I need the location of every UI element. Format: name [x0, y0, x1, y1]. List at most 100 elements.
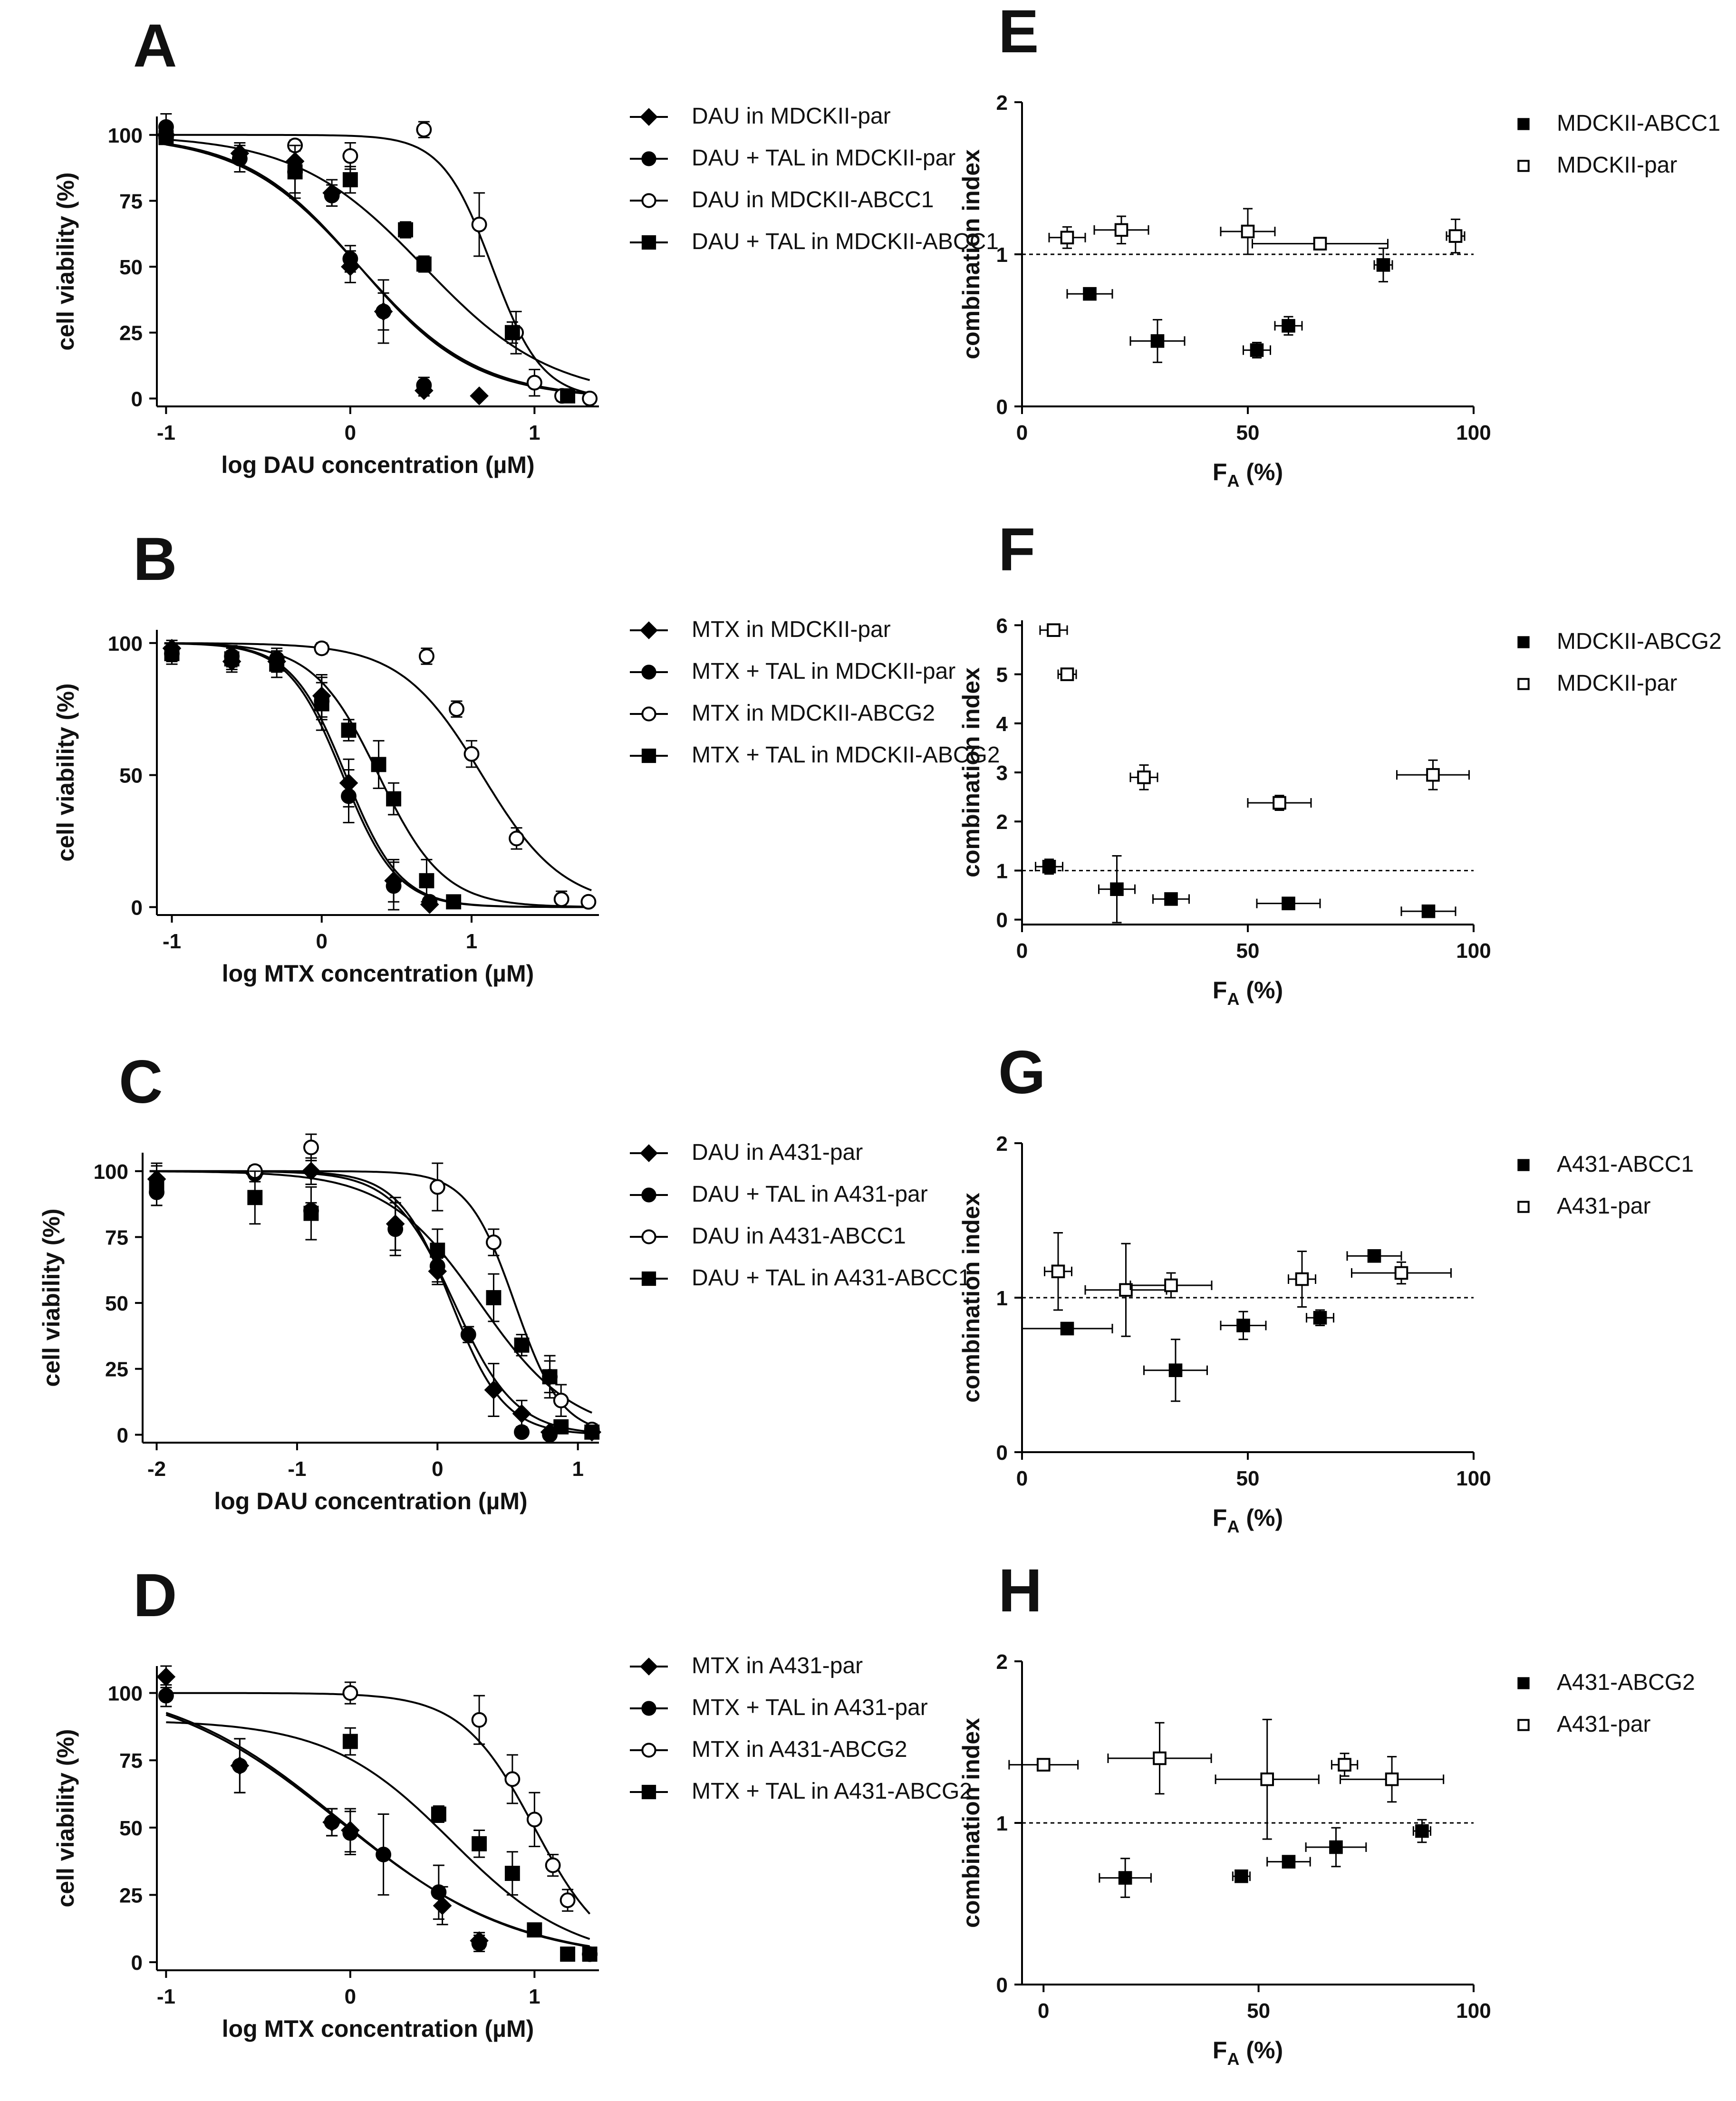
y-tick-label: 25	[105, 1358, 128, 1381]
x-axis-title-main: F	[1213, 2037, 1227, 2063]
data-point	[1137, 771, 1151, 784]
data-point	[560, 1947, 576, 1962]
series-4	[164, 642, 462, 910]
data-point	[231, 151, 248, 167]
x-tick-label: 0	[1038, 1999, 1049, 2023]
series-2	[1048, 208, 1466, 255]
x-tick-label: 1	[529, 421, 540, 444]
legend-label: MTX + TAL in MDCKII-ABCG2	[692, 742, 1000, 768]
x-axis-title: FA (%)	[1213, 459, 1283, 491]
legend-marker	[641, 748, 656, 763]
legend-marker	[1517, 1159, 1530, 1171]
y-tick-label: 75	[119, 190, 143, 213]
x-tick-label: -1	[157, 421, 175, 444]
data-point	[504, 1771, 521, 1787]
legend-label: MTX in A431-ABCG2	[692, 1737, 907, 1762]
data-point	[1164, 892, 1178, 906]
data-point	[324, 187, 340, 203]
data-point	[158, 130, 174, 145]
panel-letter: D	[133, 1561, 177, 1629]
data-point	[486, 1290, 502, 1305]
legend-label: MTX in A431-par	[692, 1653, 863, 1678]
legend-marker	[1517, 636, 1530, 648]
data-point	[512, 1404, 531, 1423]
series-1	[1066, 247, 1393, 363]
data-point	[314, 696, 329, 712]
data-point	[303, 1205, 319, 1221]
data-point	[416, 377, 432, 394]
y-tick-label: 0	[117, 1424, 128, 1447]
data-point	[1376, 258, 1390, 272]
legend-marker	[641, 665, 656, 680]
x-tick-label: 100	[1456, 1999, 1491, 2023]
fit-curve-series-1	[165, 1712, 590, 1948]
legend: MTX in A431-par MTX + TAL in A431-par MTX …	[630, 1653, 972, 1804]
legend-marker	[1517, 1719, 1530, 1731]
legend-label: DAU + TAL in A431-ABCC1	[692, 1265, 971, 1291]
data-point	[470, 386, 489, 405]
legend-label: A431-par	[1557, 1194, 1650, 1219]
legend-marker	[640, 1658, 658, 1676]
data-point	[341, 788, 357, 804]
legend-label: MTX + TAL in MDCKII-par	[692, 659, 955, 684]
legend-label: DAU + TAL in MDCKII-par	[692, 145, 955, 171]
fit-curve-series-4	[149, 1170, 592, 1414]
legend: A431-ABCC1 A431-par	[1517, 1152, 1694, 1219]
x-tick-label: 0	[1016, 939, 1028, 963]
data-point	[247, 1190, 263, 1205]
data-point	[1394, 1266, 1408, 1280]
y-tick-label: 100	[108, 124, 143, 147]
legend-label: MDCKII-par	[1557, 671, 1677, 696]
data-point	[471, 1935, 487, 1951]
data-point	[1153, 1751, 1167, 1765]
panel-letter: A	[133, 12, 177, 80]
x-axis-title-subscript: A	[1227, 989, 1239, 1009]
y-tick-label: 5	[996, 664, 1008, 687]
data-point	[545, 1857, 561, 1873]
series-3	[342, 1681, 598, 1962]
y-tick-label: 0	[996, 1974, 1008, 1997]
data-point	[342, 1825, 358, 1841]
data-point	[1047, 623, 1061, 637]
data-point	[158, 1687, 174, 1704]
data-point	[1250, 343, 1264, 357]
legend-label: DAU in MDCKII-par	[692, 104, 891, 129]
data-point	[149, 1176, 164, 1192]
data-point	[446, 894, 462, 910]
data-point	[419, 873, 434, 888]
series-2	[1008, 1718, 1445, 1840]
data-point	[430, 1243, 445, 1258]
legend-marker	[640, 1144, 658, 1162]
x-axis-title: FA (%)	[1213, 1504, 1283, 1536]
y-tick-label: 3	[996, 761, 1008, 785]
x-tick-label: 0	[1016, 421, 1028, 444]
y-tick-label: 2	[996, 91, 1008, 115]
legend-marker	[1517, 118, 1530, 130]
data-point	[386, 791, 402, 807]
legend-label: DAU + TAL in MDCKII-ABCC1	[692, 229, 999, 254]
data-point	[514, 1424, 530, 1440]
data-point	[560, 388, 576, 404]
legend-label: A431-ABCG2	[1557, 1670, 1695, 1695]
data-point	[1415, 1824, 1429, 1838]
y-tick-label: 75	[105, 1226, 128, 1249]
data-point	[527, 1922, 542, 1937]
data-point	[553, 1419, 569, 1435]
data-point	[460, 1327, 476, 1343]
x-tick-label: 1	[529, 1985, 540, 2008]
data-point	[1273, 796, 1286, 810]
x-axis-title: log MTX concentration (µM)	[222, 960, 534, 987]
data-point	[376, 1847, 392, 1862]
y-tick-label: 50	[105, 1292, 128, 1315]
data-point	[1260, 1772, 1274, 1786]
y-axis-title: combination index	[958, 667, 984, 877]
x-tick-label: 50	[1236, 939, 1260, 963]
y-tick-label: 2	[996, 1132, 1008, 1156]
y-axis-title: cell viability (%)	[38, 1208, 65, 1387]
data-point	[376, 303, 392, 319]
data-point	[542, 1426, 558, 1443]
x-axis-title: FA (%)	[1213, 977, 1283, 1009]
legend-marker	[1517, 160, 1530, 172]
data-point	[224, 651, 240, 667]
x-axis-title-main: F	[1213, 1504, 1227, 1531]
